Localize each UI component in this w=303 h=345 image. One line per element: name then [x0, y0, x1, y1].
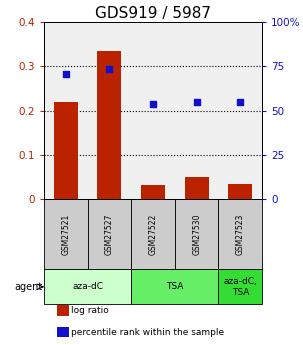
Bar: [57, 327, 69, 337]
Bar: [88, 199, 131, 269]
Bar: [97, 51, 122, 199]
Bar: [228, 184, 252, 199]
Bar: [44, 199, 88, 269]
Bar: [57, 305, 69, 316]
Bar: [218, 269, 262, 305]
Point: [194, 99, 199, 105]
Point: [63, 71, 68, 76]
Bar: [44, 269, 131, 305]
Text: TSA: TSA: [166, 282, 184, 292]
Title: GDS919 / 5987: GDS919 / 5987: [95, 6, 211, 21]
Point: [238, 99, 243, 105]
Point: [107, 66, 112, 71]
Text: GSM27523: GSM27523: [236, 213, 245, 255]
Text: GSM27530: GSM27530: [192, 213, 201, 255]
Text: agent: agent: [14, 282, 42, 292]
Text: log ratio: log ratio: [71, 306, 109, 315]
Text: GSM27522: GSM27522: [148, 213, 158, 255]
Bar: [185, 177, 209, 199]
Bar: [131, 269, 218, 305]
Bar: [175, 199, 218, 269]
Text: aza-dC: aza-dC: [72, 282, 103, 292]
Bar: [218, 199, 262, 269]
Bar: [54, 102, 78, 199]
Text: percentile rank within the sample: percentile rank within the sample: [71, 327, 224, 336]
Bar: [141, 186, 165, 199]
Point: [151, 101, 155, 107]
Text: aza-dC,
TSA: aza-dC, TSA: [223, 277, 257, 297]
Bar: [131, 199, 175, 269]
Text: GSM27527: GSM27527: [105, 213, 114, 255]
Text: GSM27521: GSM27521: [61, 213, 70, 255]
